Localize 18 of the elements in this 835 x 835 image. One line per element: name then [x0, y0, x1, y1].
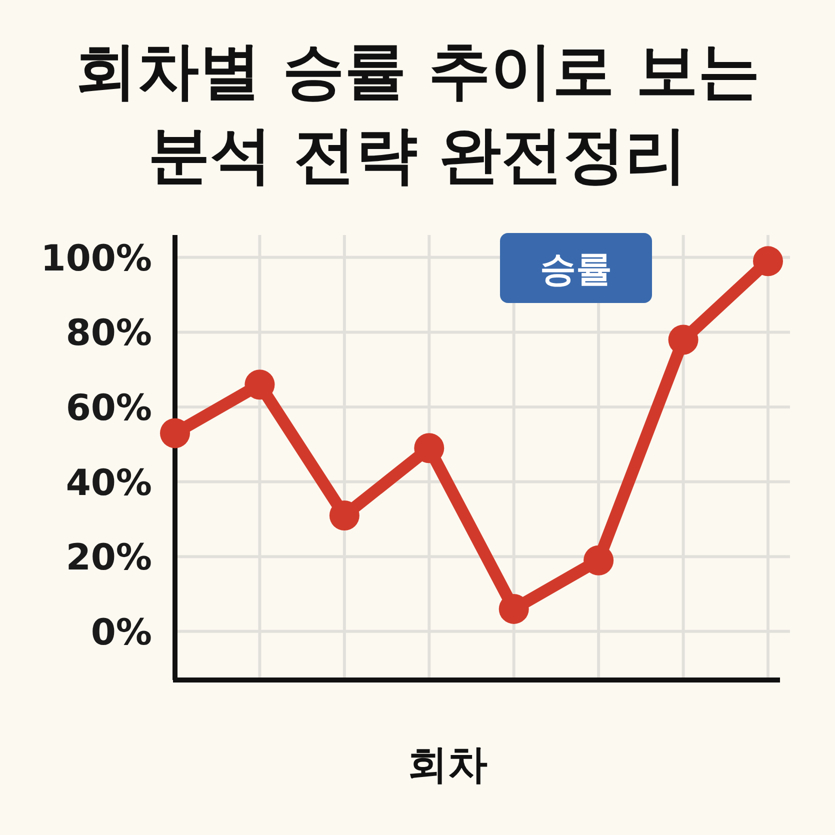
y-tick-label: 40% — [66, 462, 152, 504]
chart-title: 회차별 승률 추이로 보는 분석 전략 완전정리 — [75, 34, 760, 191]
point — [244, 370, 275, 400]
y-tick-label: 0% — [90, 612, 152, 654]
y-tick-label: 100% — [40, 238, 152, 280]
y-tick-label: 80% — [66, 313, 152, 354]
y-tick-label: 60% — [66, 388, 152, 430]
point — [414, 433, 444, 464]
point — [498, 594, 529, 624]
point — [753, 246, 783, 276]
y-tick-label: 20% — [66, 538, 152, 579]
point — [668, 324, 698, 355]
annotation: 승률 — [500, 233, 652, 303]
point — [329, 500, 360, 530]
x-axis-title: 회차 — [408, 742, 488, 788]
annotation: 승률 — [540, 249, 612, 290]
point — [584, 545, 614, 576]
point — [160, 418, 190, 448]
